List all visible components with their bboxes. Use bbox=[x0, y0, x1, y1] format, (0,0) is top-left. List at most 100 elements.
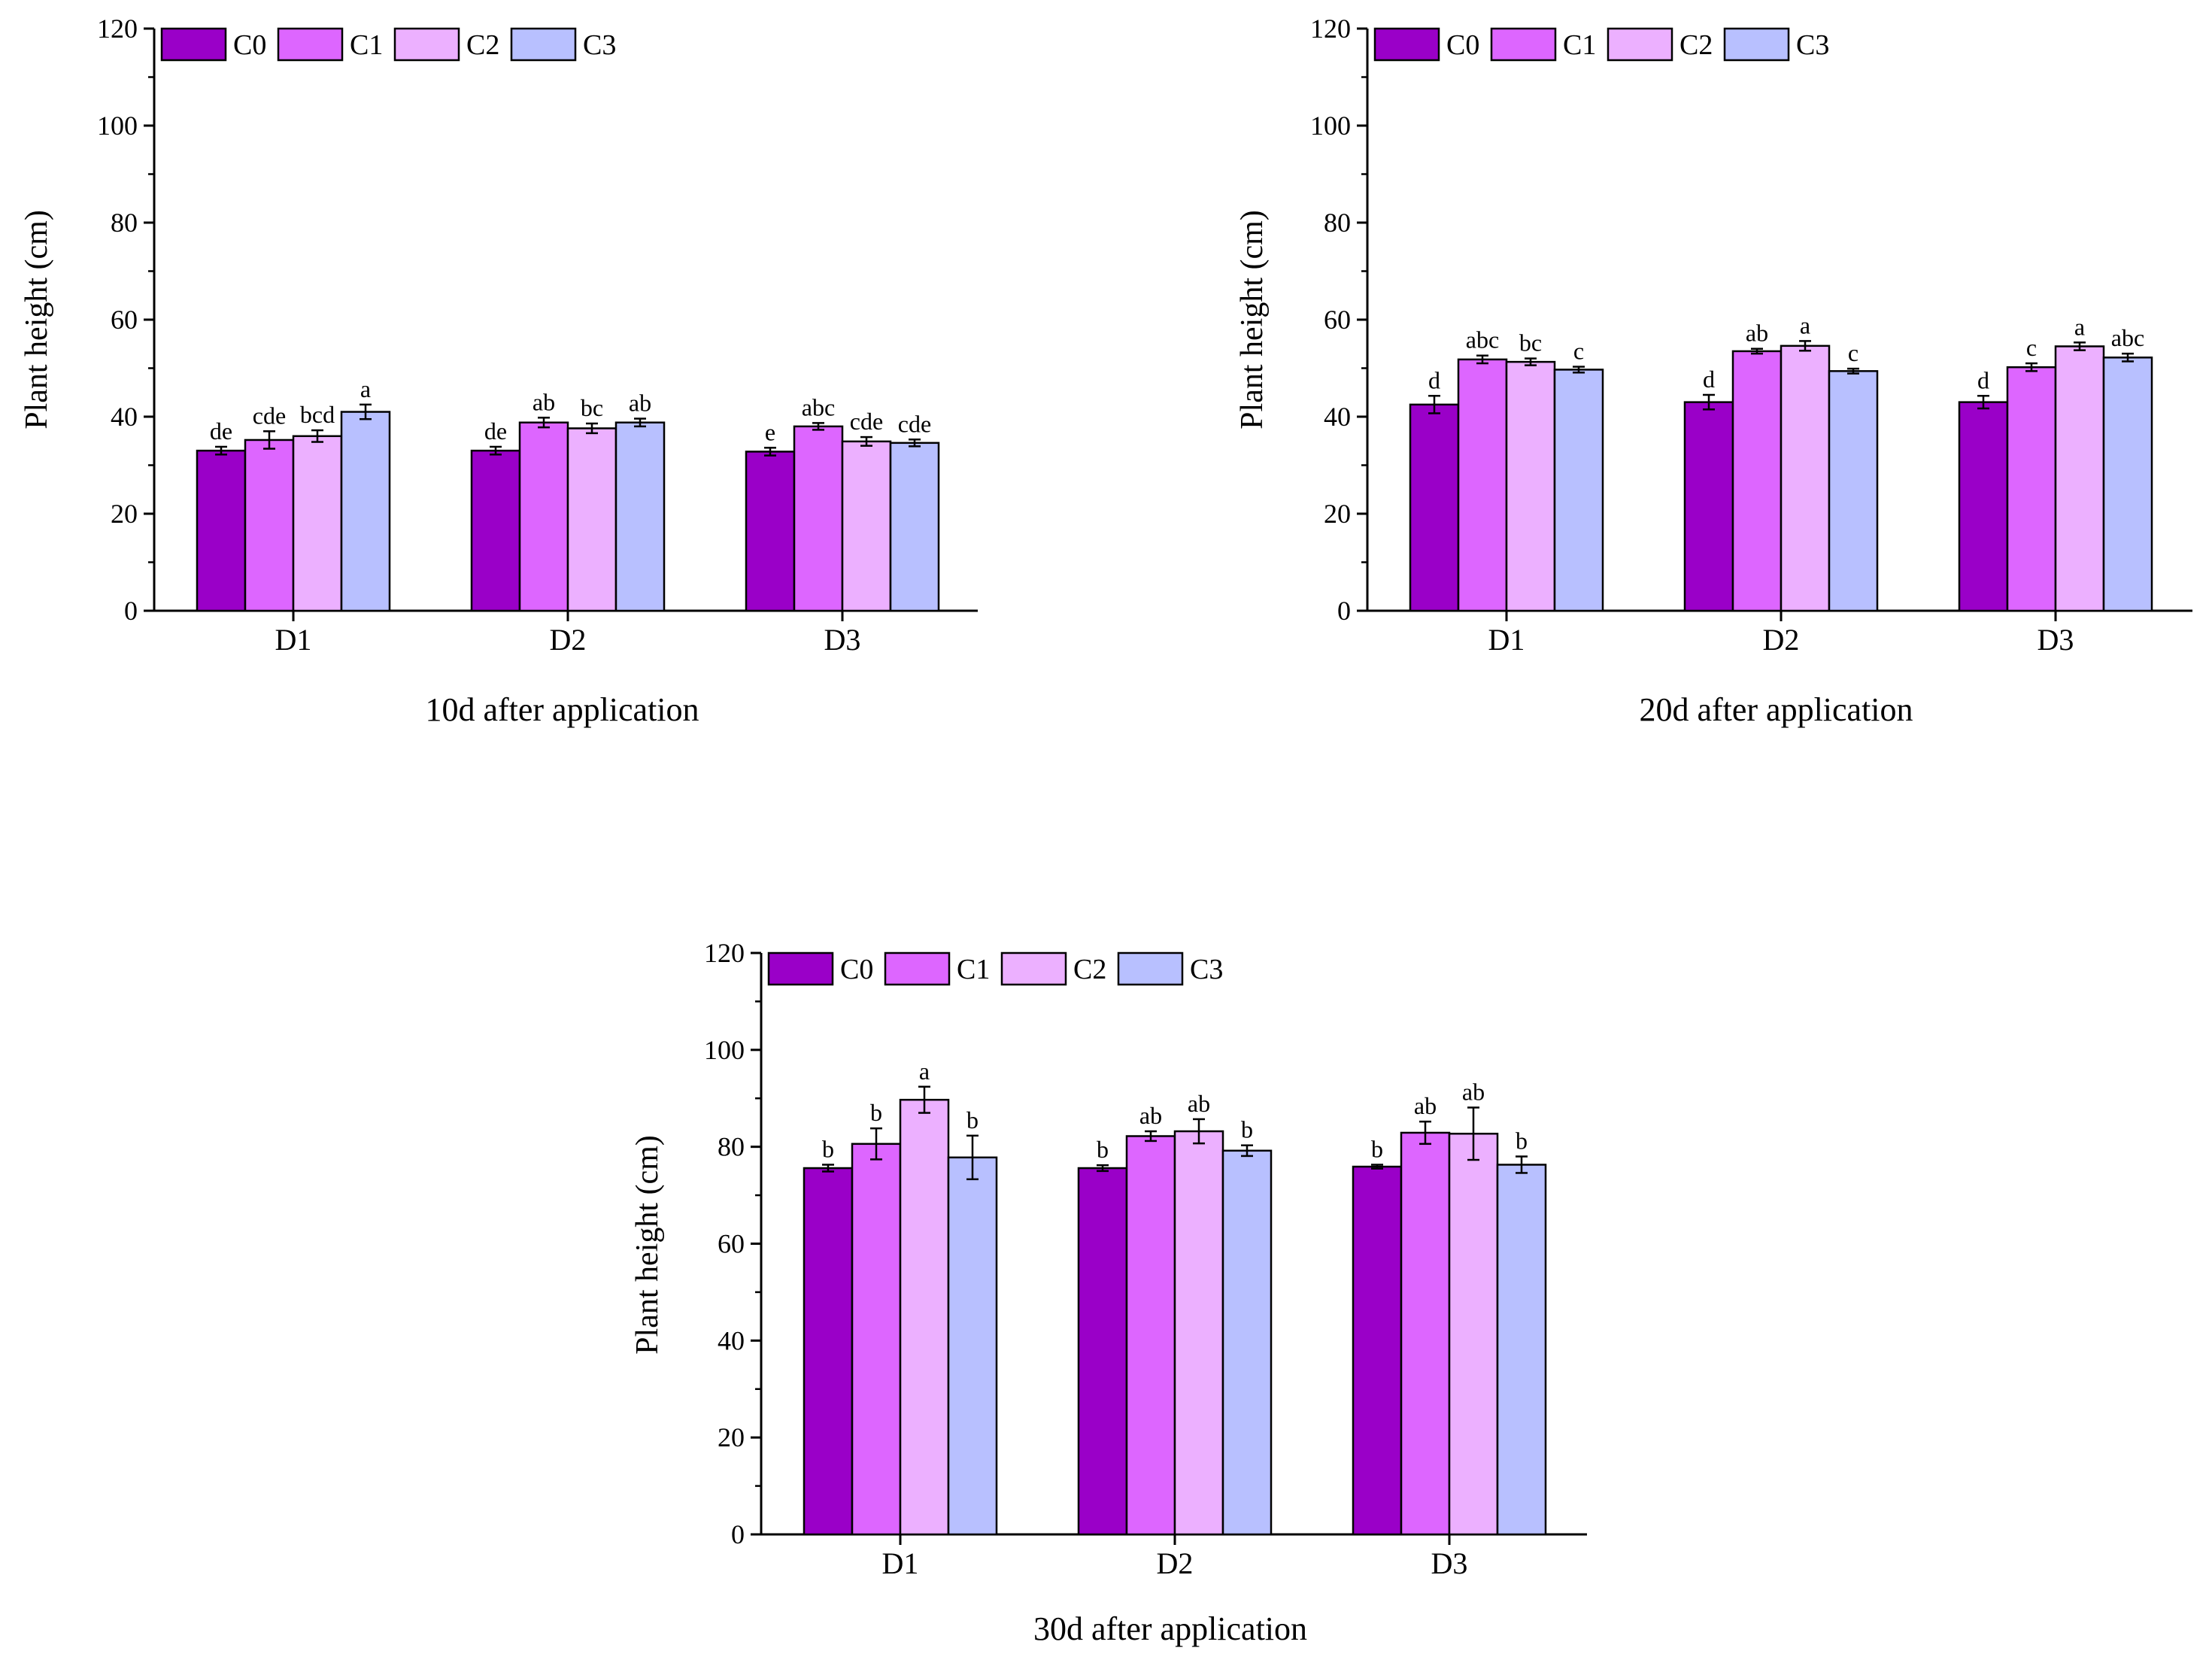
bar-C3 bbox=[1221, 1149, 1273, 1536]
bar-C1 bbox=[1457, 358, 1508, 612]
bar-C3 bbox=[614, 421, 666, 612]
y-tick-label: 0 bbox=[1337, 596, 1351, 626]
bar-C3 bbox=[1828, 370, 1879, 612]
significance-label: cde bbox=[850, 408, 883, 435]
y-tick-label: 100 bbox=[704, 1035, 745, 1065]
legend-swatch-C2 bbox=[1607, 27, 1673, 62]
chart-title: 10d after application bbox=[425, 691, 699, 728]
legend-swatch-C1 bbox=[1490, 27, 1557, 62]
x-tick-label: D1 bbox=[275, 623, 312, 657]
significance-label: ab bbox=[1188, 1090, 1210, 1117]
bar-C0 bbox=[1077, 1167, 1128, 1536]
y-tick-label: 0 bbox=[124, 596, 138, 626]
bar-C1 bbox=[1125, 1135, 1176, 1536]
significance-label: bc bbox=[1519, 329, 1542, 357]
chart-title: 20d after application bbox=[1639, 691, 1913, 728]
significance-label: e bbox=[765, 418, 775, 445]
y-tick-label: 80 bbox=[111, 208, 138, 238]
y-tick-label: 60 bbox=[111, 305, 138, 335]
x-tick-label: D1 bbox=[882, 1546, 919, 1580]
significance-label: c bbox=[1573, 338, 1584, 365]
significance-label: b bbox=[966, 1106, 979, 1133]
significance-label: ab bbox=[629, 390, 651, 417]
bar-C1 bbox=[793, 425, 844, 612]
y-tick-label: 120 bbox=[704, 938, 745, 968]
significance-label: c bbox=[2026, 334, 2037, 361]
legend-swatch-C1 bbox=[277, 27, 344, 62]
significance-label: b bbox=[1516, 1127, 1528, 1155]
bar-C2 bbox=[841, 440, 892, 612]
bar-C0 bbox=[196, 449, 247, 612]
y-tick-label: 20 bbox=[1324, 499, 1351, 529]
bar-C1 bbox=[1731, 350, 1783, 612]
x-tick-label: D3 bbox=[824, 623, 861, 657]
bar-C0 bbox=[1683, 401, 1734, 612]
legend: C0 C1 C2 C3 bbox=[1373, 27, 1829, 62]
bar-C3 bbox=[340, 411, 391, 612]
significance-label: de bbox=[484, 417, 507, 445]
significance-label: a bbox=[919, 1058, 930, 1085]
significance-label: cde bbox=[253, 402, 286, 429]
x-tick-label: D1 bbox=[1488, 623, 1525, 657]
legend-label: C3 bbox=[583, 29, 616, 61]
legend-label: C0 bbox=[1446, 29, 1479, 61]
legend-label: C0 bbox=[233, 29, 266, 61]
x-tick-label: D2 bbox=[1763, 623, 1800, 657]
y-tick-label: 20 bbox=[111, 499, 138, 529]
x-tick-label: D3 bbox=[1431, 1546, 1468, 1580]
y-tick-label: 40 bbox=[1324, 402, 1351, 432]
bar-C3 bbox=[1496, 1164, 1547, 1536]
y-tick-label: 80 bbox=[718, 1132, 745, 1162]
significance-label: bc bbox=[581, 394, 603, 421]
legend-label: C2 bbox=[1073, 954, 1106, 985]
bar-C2 bbox=[292, 435, 343, 612]
legend-label: C2 bbox=[466, 29, 499, 61]
significance-label: ab bbox=[533, 388, 555, 415]
bar-C3 bbox=[947, 1156, 998, 1536]
significance-label: ab bbox=[1462, 1078, 1485, 1105]
legend-swatch-C3 bbox=[1723, 27, 1790, 62]
significance-label: abc bbox=[1466, 326, 1499, 354]
y-tick-label: 100 bbox=[97, 111, 138, 141]
legend-label: C1 bbox=[350, 29, 383, 61]
bar-C0 bbox=[1958, 401, 2009, 612]
bar-C1 bbox=[244, 439, 295, 612]
bar-C0 bbox=[803, 1167, 854, 1536]
significance-label: cde bbox=[898, 410, 931, 437]
significance-label: abc bbox=[802, 393, 835, 420]
significance-label: b bbox=[822, 1136, 834, 1163]
legend-label: C3 bbox=[1190, 954, 1223, 985]
significance-label: de bbox=[210, 417, 232, 445]
significance-label: b bbox=[1097, 1136, 1109, 1163]
y-axis-label: Plant height (cm) bbox=[20, 210, 54, 429]
significance-label: a bbox=[1800, 311, 1810, 338]
bar-C0 bbox=[745, 451, 796, 612]
bar-C2 bbox=[1505, 360, 1556, 612]
legend-label: C1 bbox=[957, 954, 990, 985]
x-tick-label: D2 bbox=[550, 623, 587, 657]
bar-C3 bbox=[2102, 357, 2153, 612]
legend-label: C1 bbox=[1563, 29, 1596, 61]
bar-C2 bbox=[566, 427, 617, 612]
significance-label: abc bbox=[2111, 324, 2144, 351]
legend: C0 C1 C2 C3 bbox=[160, 27, 616, 62]
y-tick-label: 100 bbox=[1310, 111, 1351, 141]
significance-label: b bbox=[1371, 1136, 1383, 1163]
legend-swatch-C2 bbox=[393, 27, 460, 62]
y-tick-label: 0 bbox=[731, 1519, 745, 1549]
bar-C2 bbox=[1448, 1133, 1499, 1536]
y-tick-label: 60 bbox=[1324, 305, 1351, 335]
legend-swatch-C0 bbox=[1373, 27, 1440, 62]
significance-label: bcd bbox=[300, 401, 335, 428]
y-axis-label: Plant height (cm) bbox=[630, 1135, 665, 1355]
legend-swatch-C0 bbox=[767, 951, 834, 986]
bar-C1 bbox=[2006, 366, 2057, 612]
bar-C2 bbox=[2054, 345, 2105, 612]
y-tick-label: 40 bbox=[718, 1325, 745, 1355]
legend: C0 C1 C2 C3 bbox=[767, 951, 1223, 986]
significance-label: d bbox=[1977, 366, 1989, 393]
